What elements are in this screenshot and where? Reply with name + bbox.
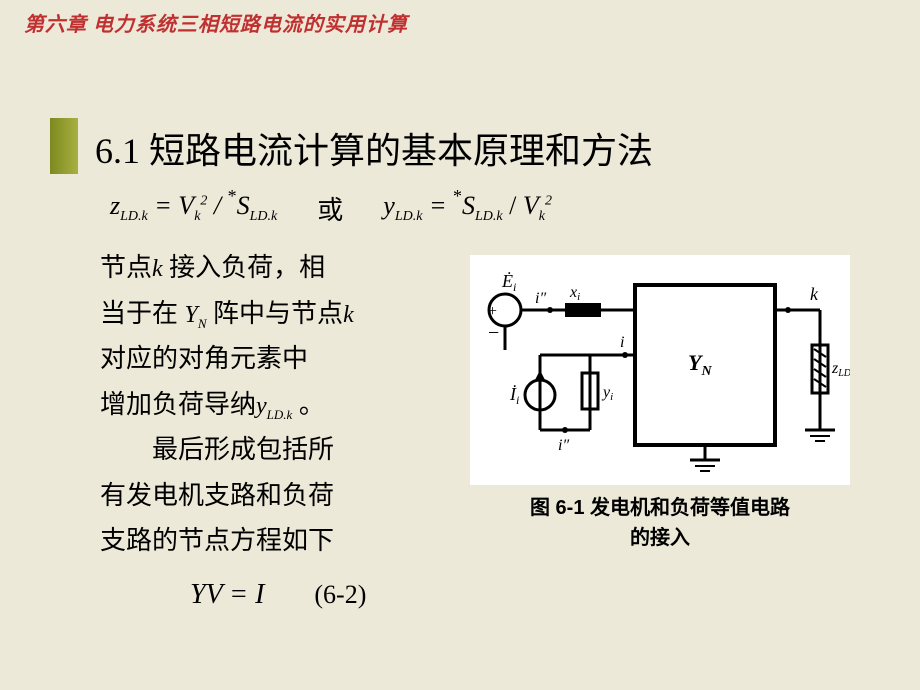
or-text: 或 — [317, 190, 343, 227]
paragraph-block: 节点k 接入负荷，相 当于在 YN 阵中与节点k 对应的对角元素中 增加负荷导纳… — [100, 245, 450, 619]
body-area: 节点k 接入负荷，相 当于在 YN 阵中与节点k 对应的对角元素中 增加负荷导纳… — [100, 245, 870, 619]
svg-text:i″: i″ — [535, 290, 546, 307]
section-title: 6.1 短路电流计算的基本原理和方法 — [95, 122, 653, 174]
section-number: 6.1 — [95, 131, 140, 171]
figure-caption: 图 6-1 发电机和负荷等值电路 的接入 — [470, 493, 850, 553]
formula-row: zLD.k = Vk2 / *SLD.k 或 yLD.k = *SLD.k / … — [110, 190, 870, 227]
circuit-diagram: Ėi + − xi i″ YN i — [470, 255, 850, 485]
formula-y: yLD.k = *SLD.k / Vk2 — [383, 191, 552, 225]
formula-z: zLD.k = Vk2 / *SLD.k — [110, 191, 277, 225]
accent-bar — [50, 118, 78, 174]
section-heading: 短路电流计算的基本原理和方法 — [149, 131, 653, 171]
figure-6-1: Ėi + − xi i″ YN i — [470, 255, 850, 553]
final-equation: YV = I(6-2) — [190, 570, 450, 619]
chapter-title: 第六章 电力系统三相短路电流的实用计算 — [24, 8, 408, 37]
svg-text:k: k — [810, 284, 819, 304]
svg-text:+: + — [488, 303, 497, 320]
svg-text:−: − — [488, 322, 499, 344]
svg-text:i: i — [620, 334, 624, 351]
svg-text:i″: i″ — [558, 437, 569, 454]
content-area: zLD.k = Vk2 / *SLD.k 或 yLD.k = *SLD.k / … — [100, 190, 870, 619]
